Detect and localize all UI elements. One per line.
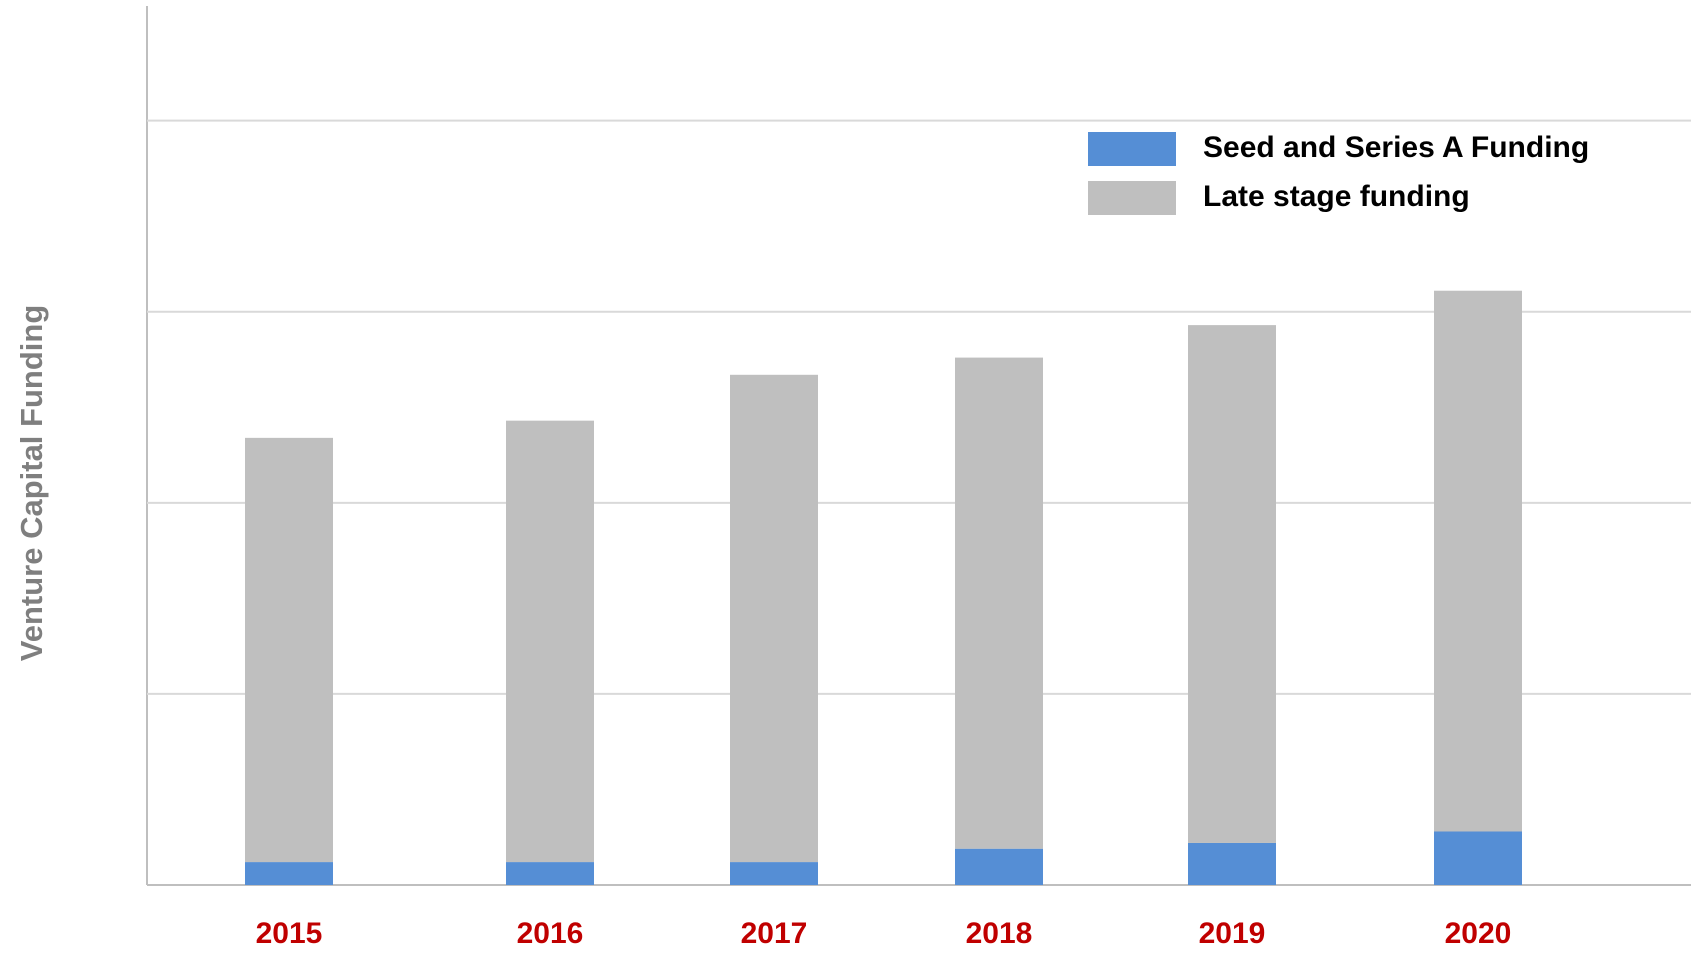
x-tick-label: 2019 — [1199, 917, 1266, 950]
bar-segment — [245, 862, 333, 885]
x-tick-label: 2016 — [517, 917, 584, 950]
x-tick-label: 2020 — [1445, 917, 1512, 950]
bar-segment — [506, 420, 594, 863]
legend-swatch — [1088, 132, 1176, 166]
bar-segment — [245, 437, 333, 863]
bar-segment — [955, 848, 1043, 885]
x-tick-label: 2015 — [256, 917, 323, 950]
bar-segment — [506, 862, 594, 885]
x-tick-label: 2018 — [966, 917, 1033, 950]
bar-segment — [1434, 831, 1522, 885]
bar-segment — [1188, 325, 1276, 843]
bar-segment — [1434, 290, 1522, 832]
x-tick-label: 2017 — [741, 917, 808, 950]
bar-segment — [730, 862, 818, 885]
bar-segment — [1188, 842, 1276, 885]
y-axis-label: Venture Capital Funding — [14, 305, 49, 662]
bar-segment — [730, 374, 818, 863]
legend-swatch — [1088, 181, 1176, 215]
legend-label: Late stage funding — [1203, 180, 1470, 213]
legend-label: Seed and Series A Funding — [1203, 131, 1589, 164]
bar-segment — [955, 357, 1043, 849]
